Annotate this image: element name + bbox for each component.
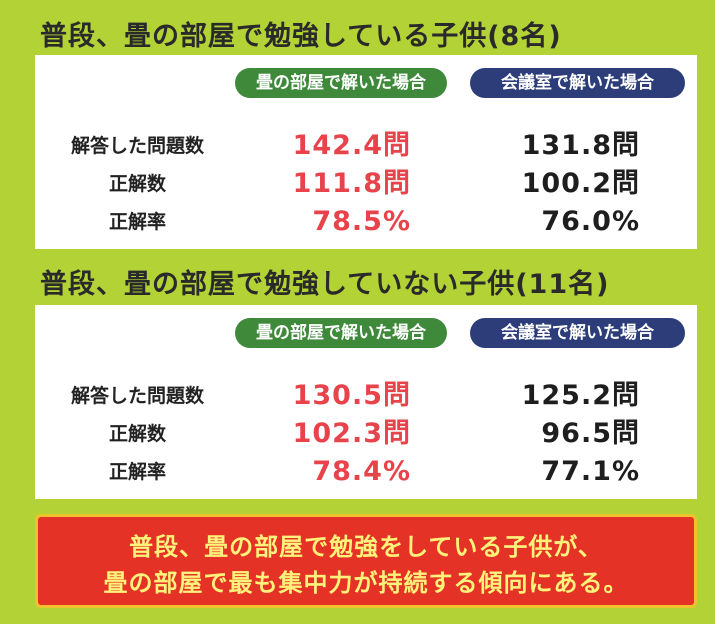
cell-value: 111.8問 — [292, 168, 411, 199]
row-label: 正解数 — [108, 423, 166, 445]
section-title: 普段、畳の部屋で勉強していない子供(11名) — [40, 269, 610, 300]
row-label: 正解率 — [108, 211, 166, 233]
conclusion-box: 普段、畳の部屋で勉強をしている子供が、 畳の部屋で最も集中力が持続する傾向にある。 — [35, 514, 697, 608]
cell-value: 78.4% — [312, 456, 411, 487]
cell-value: 125.2問 — [521, 380, 640, 411]
table-row: 解答した問題数 142.4問 131.8問 — [35, 128, 697, 164]
table-row: 正解率 78.4% 77.1% — [35, 454, 697, 490]
table-panel: 畳の部屋で解いた場合 会議室で解いた場合解答した問題数 130.5問 125.2問正解… — [35, 305, 697, 499]
cell-value: 100.2問 — [521, 168, 640, 199]
section-title: 普段、畳の部屋で勉強している子供(8名) — [40, 21, 562, 52]
cell-value: 130.5問 — [292, 380, 411, 411]
conclusion-line: 普段、畳の部屋で勉強をしている子供が、 — [129, 533, 603, 561]
column-header: 畳の部屋で解いた場合 — [235, 318, 447, 348]
cell-value: 76.0% — [541, 206, 640, 237]
table-row: 解答した問題数 130.5問 125.2問 — [35, 378, 697, 414]
cell-value: 142.4問 — [292, 130, 411, 161]
column-header: 会議室で解いた場合 — [470, 318, 685, 348]
table-row: 正解数 102.3問 96.5問 — [35, 416, 697, 452]
cell-value: 78.5% — [312, 206, 411, 237]
table-row: 正解率 78.5% 76.0% — [35, 204, 697, 240]
column-header: 畳の部屋で解いた場合 — [235, 68, 447, 98]
conclusion-line: 畳の部屋で最も集中力が持続する傾向にある。 — [103, 569, 629, 597]
cell-value: 96.5問 — [541, 418, 640, 449]
column-header: 会議室で解いた場合 — [470, 68, 685, 98]
row-label: 正解数 — [108, 173, 166, 195]
cell-value: 77.1% — [541, 456, 640, 487]
row-label: 解答した問題数 — [70, 135, 204, 157]
table-row: 正解数 111.8問 100.2問 — [35, 166, 697, 202]
cell-value: 131.8問 — [521, 130, 640, 161]
table-panel: 畳の部屋で解いた場合 会議室で解いた場合解答した問題数 142.4問 131.8問正解… — [35, 55, 697, 249]
cell-value: 102.3問 — [292, 418, 411, 449]
row-label: 解答した問題数 — [70, 385, 204, 407]
row-label: 正解率 — [108, 461, 166, 483]
